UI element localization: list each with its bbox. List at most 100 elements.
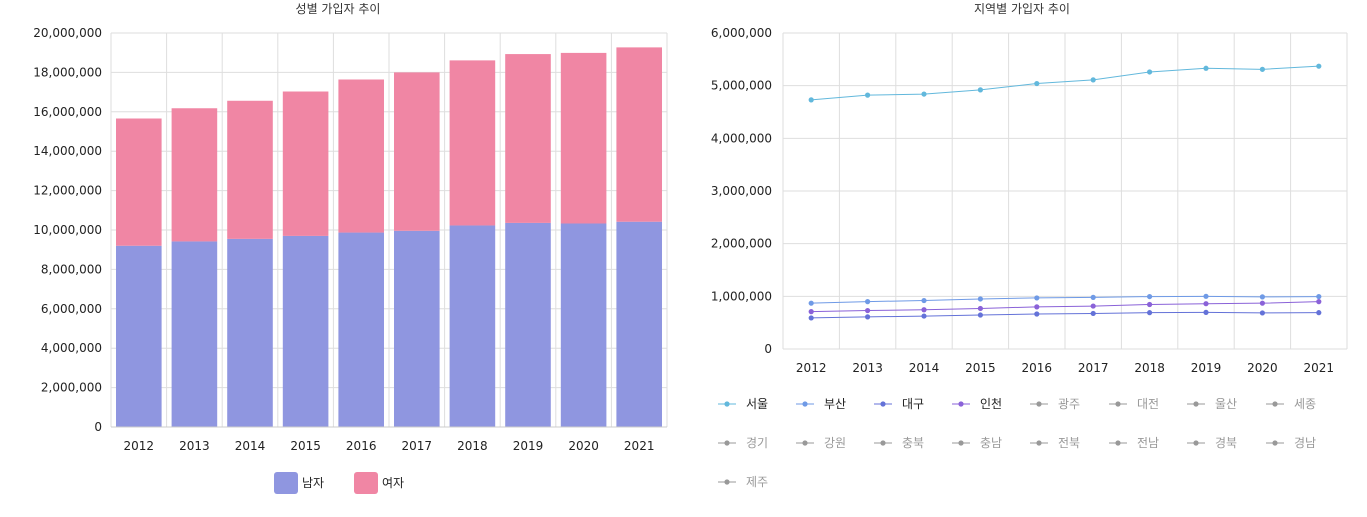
y-axis: 0 2,000,000 4,000,000 6,000,000 8,000,000 10,… xyxy=(33,26,102,434)
x-tick-label: 2016 xyxy=(346,439,377,453)
legend-label: 광주 xyxy=(1058,397,1080,411)
y-tick-label: 0 xyxy=(94,420,102,434)
data-point xyxy=(808,97,814,103)
legend-item[interactable]: 전남 xyxy=(1109,436,1159,450)
bar-segment-female xyxy=(282,91,329,236)
legend-item[interactable]: 경북 xyxy=(1187,436,1237,450)
y-tick-label: 4,000,000 xyxy=(41,341,102,355)
data-point xyxy=(1203,65,1209,71)
legend-label: 제주 xyxy=(746,475,768,489)
data-point xyxy=(1090,310,1096,317)
x-tick-label: 2017 xyxy=(402,439,433,453)
y-tick-label: 6,000,000 xyxy=(41,302,102,316)
data-point xyxy=(808,300,814,306)
data-point xyxy=(977,87,984,93)
legend-label: 경북 xyxy=(1215,436,1237,450)
legend-item[interactable]: 충북 xyxy=(874,436,924,450)
legend-item[interactable]: 경기 xyxy=(718,436,768,450)
series-line-3 xyxy=(811,301,1319,313)
data-point xyxy=(1147,301,1153,308)
legend-item[interactable]: 충남 xyxy=(952,436,1002,450)
legend-item[interactable]: 세종 xyxy=(1266,397,1316,411)
legend-item[interactable]: 부산 xyxy=(796,397,846,411)
legend-label: 충남 xyxy=(980,436,1002,450)
bar-segment-female xyxy=(616,47,662,222)
legend-label: 서울 xyxy=(746,397,768,411)
data-point xyxy=(1090,77,1096,83)
legend-item[interactable]: 남자 xyxy=(274,472,324,494)
data-point xyxy=(1203,301,1209,307)
data-point xyxy=(865,314,871,320)
x-tick-label: 2013 xyxy=(852,361,883,375)
bar-segment-female xyxy=(560,52,607,224)
x-axis: 2012 2013 2014 2015 2016 2017 2018 2019 2020 2021 xyxy=(796,361,1334,375)
legend-item[interactable]: 여자 xyxy=(354,472,404,494)
legend-item[interactable]: 제주 xyxy=(718,475,768,489)
x-tick-label: 2016 xyxy=(1022,361,1053,375)
x-tick-label: 2017 xyxy=(1078,361,1109,375)
region-subscriber-chart: 지역별 가입자 추이 0 1,000,000 2,000,000 3,000,000 4… xyxy=(711,2,1348,489)
y-tick-label: 14,000,000 xyxy=(33,144,102,158)
grid xyxy=(782,32,1348,350)
legend-item[interactable]: 울산 xyxy=(1187,397,1237,411)
legend-dot xyxy=(958,440,964,446)
data-point xyxy=(1147,69,1153,75)
x-tick-label: 2012 xyxy=(124,439,155,453)
legend-item[interactable]: 강원 xyxy=(796,436,846,450)
legend-item[interactable]: 광주 xyxy=(1030,397,1080,411)
legend-label: 대전 xyxy=(1137,397,1159,411)
legend-dot xyxy=(880,401,886,407)
y-axis: 0 1,000,000 2,000,000 3,000,000 4,000,000 5,0… xyxy=(711,26,772,356)
data-point xyxy=(1147,293,1153,300)
legend-item[interactable]: 전북 xyxy=(1030,436,1080,450)
bar-segment-male xyxy=(560,223,607,427)
data-point xyxy=(921,313,927,319)
legend-item[interactable]: 서울 xyxy=(718,397,768,411)
y-tick-label: 2,000,000 xyxy=(41,381,102,395)
bar-segment-female xyxy=(449,60,496,226)
legend-label: 전북 xyxy=(1058,436,1080,450)
legend-item[interactable]: 대전 xyxy=(1109,397,1159,411)
legend-item[interactable]: 인천 xyxy=(952,396,1002,411)
legend-item[interactable]: 경남 xyxy=(1266,436,1316,450)
bar-segment-female xyxy=(394,72,440,231)
data-point xyxy=(1034,80,1040,87)
legend-label: 울산 xyxy=(1215,397,1237,411)
series-line-1 xyxy=(811,295,1319,304)
legend-dot xyxy=(802,401,808,407)
series-line-2 xyxy=(811,311,1319,319)
data-point xyxy=(1259,300,1265,306)
data-point xyxy=(1316,63,1322,69)
data-point xyxy=(1316,293,1322,300)
y-tick-label: 3,000,000 xyxy=(711,184,772,198)
legend-dot xyxy=(802,440,808,446)
data-point xyxy=(865,307,871,314)
bar-segment-male xyxy=(394,230,440,427)
legend-dot xyxy=(1036,440,1042,446)
y-tick-label: 4,000,000 xyxy=(711,131,772,145)
legend[interactable]: 남자 여자 xyxy=(274,472,404,494)
gender-subscriber-chart: 성별 가입자 추이 0 2,000,000 4,000,000 6,000,000 8,… xyxy=(33,2,668,494)
x-tick-label: 2018 xyxy=(457,439,488,453)
data-point xyxy=(1259,310,1265,316)
x-tick-label: 2013 xyxy=(179,439,210,453)
bar-segment-male xyxy=(116,245,162,427)
x-tick-label: 2015 xyxy=(290,439,321,453)
legend-item[interactable]: 대구 xyxy=(874,397,924,411)
data-point xyxy=(977,312,984,318)
y-tick-label: 12,000,000 xyxy=(33,184,102,198)
x-tick-label: 2014 xyxy=(235,439,266,453)
y-tick-label: 0 xyxy=(764,342,772,356)
data-point xyxy=(808,309,814,315)
legend-label: 경기 xyxy=(746,436,768,450)
legend-dot xyxy=(724,401,730,407)
data-point xyxy=(808,315,814,321)
data-point xyxy=(921,297,927,304)
data-point xyxy=(1259,66,1265,72)
legend-label: 전남 xyxy=(1137,436,1159,450)
bar-segment-male xyxy=(338,232,384,427)
bar-segment-male xyxy=(616,221,662,427)
x-tick-label: 2012 xyxy=(796,361,827,375)
